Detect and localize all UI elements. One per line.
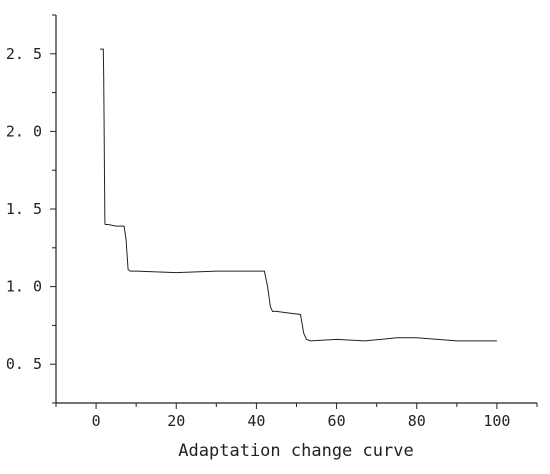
y-tick-label: 1. 5: [6, 200, 42, 218]
x-axis-ticks: 0 20 40 60 80 100: [55, 403, 538, 430]
x-tick-label: 0: [92, 412, 101, 430]
y-tick-label: 0. 5: [6, 355, 42, 373]
plot-area: [100, 48, 497, 342]
x-axis-label: Adaptation change curve: [178, 441, 413, 461]
y-tick-label: 1. 0: [6, 278, 42, 296]
x-tick-label: 40: [247, 412, 265, 430]
y-tick-label: 2. 0: [6, 122, 42, 140]
x-tick-label: 80: [408, 412, 426, 430]
series-line-1: [100, 48, 497, 342]
x-tick-label: 100: [483, 412, 510, 430]
axes: [55, 15, 537, 404]
y-tick-label: 2. 5: [6, 45, 42, 63]
x-tick-label: 60: [328, 412, 346, 430]
x-tick-label: 20: [167, 412, 185, 430]
y-axis-ticks: 0. 5 1. 0 1. 5 2. 0 2. 5: [6, 14, 56, 404]
